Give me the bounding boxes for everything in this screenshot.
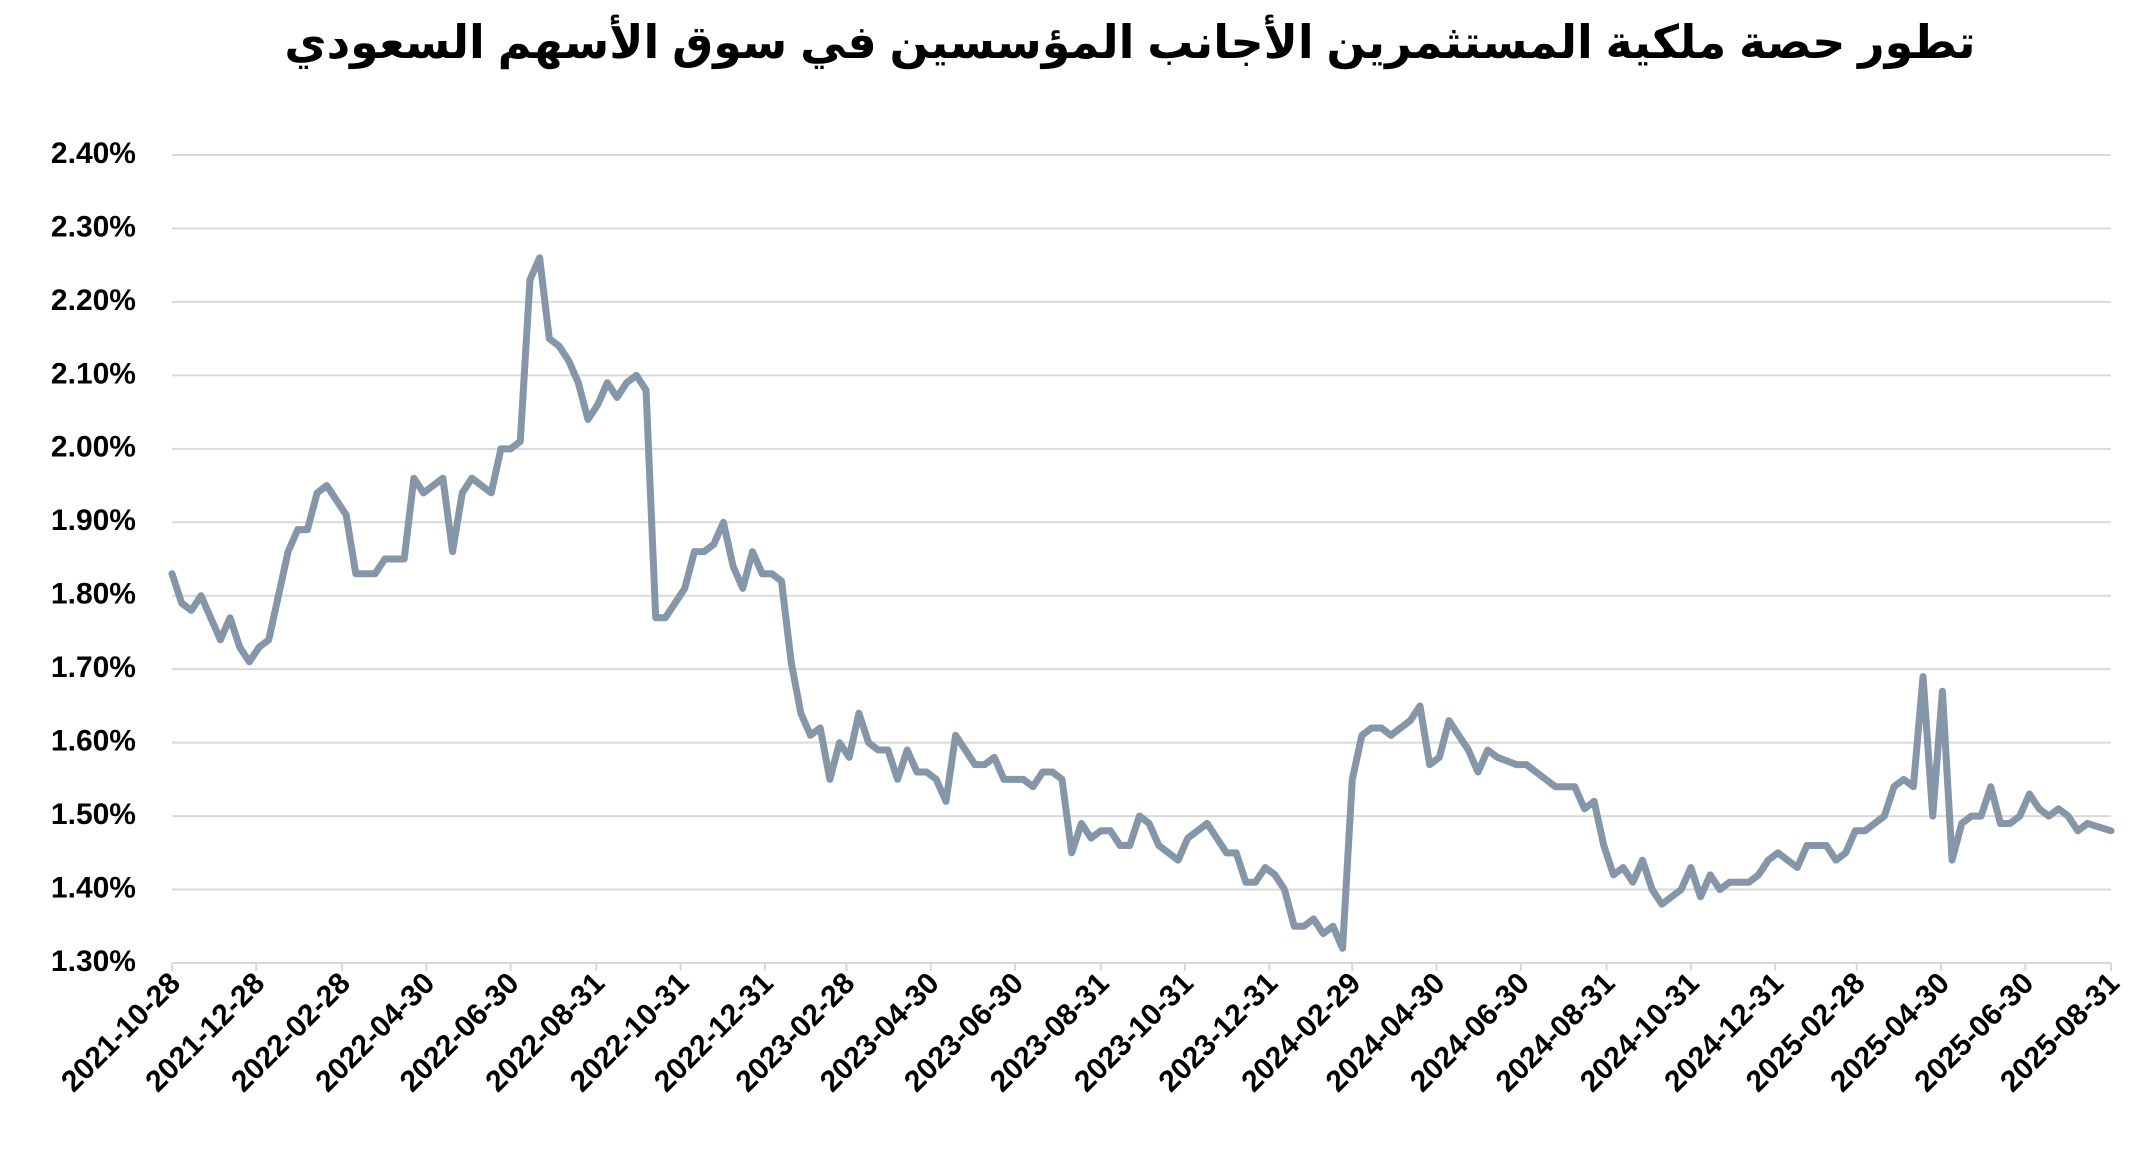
- y-tick-label: 1.90%: [51, 504, 136, 537]
- y-tick-label: 1.60%: [51, 725, 136, 758]
- y-tick-label: 1.40%: [51, 871, 136, 904]
- y-tick-label: 1.80%: [51, 578, 136, 611]
- y-tick-label: 1.30%: [51, 945, 136, 978]
- y-tick-label: 2.30%: [51, 210, 136, 243]
- data-line: [168, 254, 2115, 952]
- y-tick-label: 1.70%: [51, 651, 136, 684]
- y-tick-label: 1.50%: [51, 798, 136, 831]
- y-tick-label: 2.20%: [51, 284, 136, 317]
- chart-title: تطور حصة ملكية المستثمرين الأجانب المؤسس…: [284, 14, 1975, 69]
- y-tick-label: 2.10%: [51, 357, 136, 390]
- y-tick-label: 2.40%: [51, 137, 136, 170]
- y-tick-label: 2.00%: [51, 431, 136, 464]
